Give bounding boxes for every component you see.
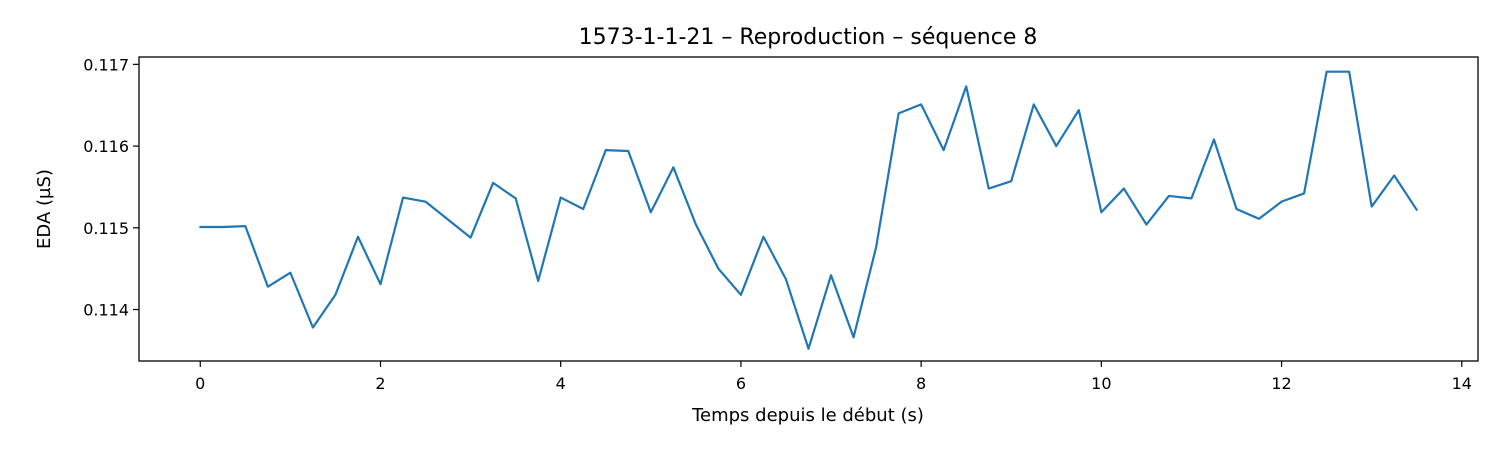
y-tick-label: 0.115 xyxy=(83,219,129,238)
x-tick-label: 14 xyxy=(1452,374,1472,393)
x-axis-ticks: 0 2 4 6 8 10 12 14 xyxy=(195,361,1472,393)
y-tick-label: 0.116 xyxy=(83,137,129,156)
y-axis-ticks: 0.114 0.115 0.116 0.117 xyxy=(83,55,139,320)
x-tick-label: 10 xyxy=(1091,374,1111,393)
x-tick-label: 4 xyxy=(556,374,566,393)
series-line xyxy=(199,70,1418,350)
chart-title: 1573-1-1-21 – Reproduction – séquence 8 xyxy=(579,25,1038,50)
x-tick-label: 6 xyxy=(736,374,746,393)
x-tick-label: 2 xyxy=(375,374,385,393)
x-tick-label: 12 xyxy=(1271,374,1291,393)
series-group xyxy=(199,70,1418,350)
y-tick-label: 0.117 xyxy=(83,55,129,74)
x-tick-label: 8 xyxy=(916,374,926,393)
x-tick-label: 0 xyxy=(195,374,205,393)
plot-area: 0 2 4 6 8 10 12 14 0.114 0.115 0.116 0.117 xyxy=(83,55,1479,393)
y-axis-label: EDA (µS) xyxy=(34,169,55,249)
plot-frame xyxy=(138,56,1479,362)
x-axis-label: Temps depuis le début (s) xyxy=(691,405,924,426)
y-tick-label: 0.114 xyxy=(83,301,129,320)
